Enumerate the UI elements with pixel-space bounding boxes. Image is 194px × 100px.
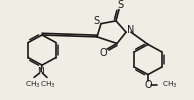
Text: S: S bbox=[93, 16, 99, 26]
Text: O: O bbox=[144, 80, 152, 90]
Text: CH$_3$: CH$_3$ bbox=[40, 80, 56, 90]
Text: O: O bbox=[99, 48, 107, 58]
Text: CH$_3$: CH$_3$ bbox=[162, 80, 178, 90]
Text: S: S bbox=[117, 0, 123, 10]
Text: N: N bbox=[38, 67, 44, 76]
Text: N: N bbox=[127, 25, 135, 35]
Text: CH$_3$: CH$_3$ bbox=[25, 80, 41, 90]
